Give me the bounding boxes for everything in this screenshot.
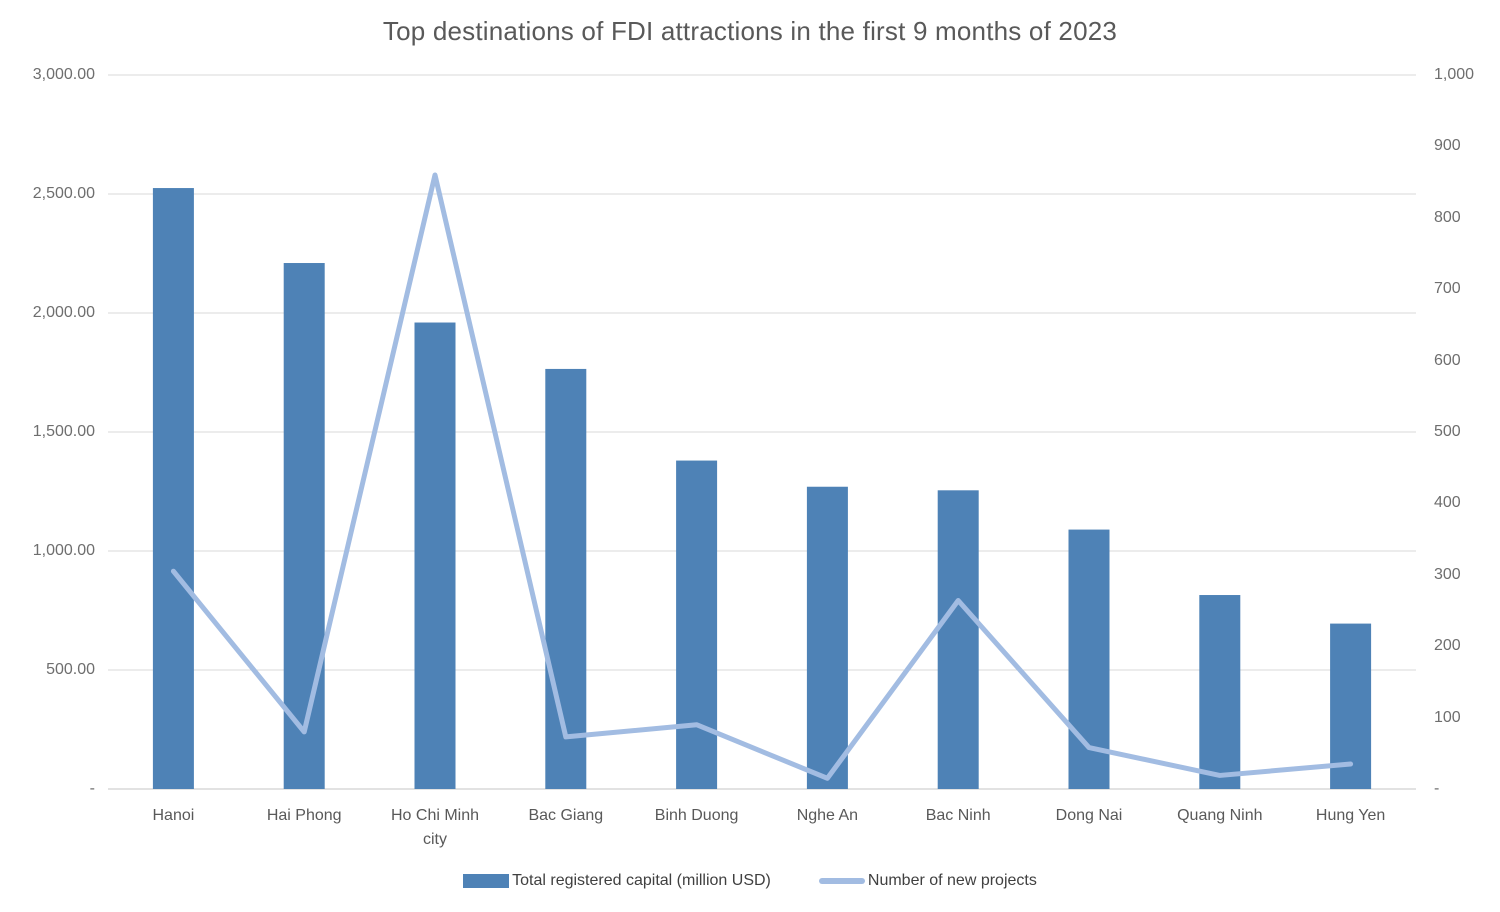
y-right-tick-label: 700 — [1434, 280, 1461, 298]
bar-bac-giang — [545, 368, 587, 789]
bar-series-label: Total registered capital (million USD) — [512, 872, 771, 889]
y-left-tick-label: 2,000.00 — [32, 304, 95, 321]
x-category-label-ho-chi-minh-city: Ho Chi Minh city — [390, 807, 480, 848]
legend: Total registered capital (million USD) N… — [0, 872, 1500, 890]
x-category-label-bac-giang: Bac Giang — [528, 807, 604, 824]
x-category-label-binh-duong: Binh Duong — [654, 807, 739, 824]
y-right-tick-label: 200 — [1434, 637, 1461, 655]
x-category-label-dong-nai: Dong Nai — [1055, 807, 1123, 824]
x-category-label-hung-yen: Hung Yen — [1315, 807, 1386, 824]
line-series-swatch — [818, 878, 865, 884]
bar-nghe-an — [806, 486, 848, 789]
legend-item-projects: Number of new projects — [818, 872, 1037, 890]
y-right-tick-label: 300 — [1434, 565, 1461, 583]
bar-bac-ninh — [937, 490, 979, 789]
y-left-tick-label: 2,500.00 — [32, 185, 95, 202]
bar-hai-phong — [283, 263, 325, 789]
line-series-label: Number of new projects — [867, 872, 1037, 889]
bar-hanoi — [152, 188, 194, 790]
y-right-tick-label: 500 — [1434, 423, 1461, 440]
new-projects-line — [170, 172, 1354, 781]
x-category-label-quang-ninh: Quang Ninh — [1177, 807, 1263, 824]
y-right-tick-label: 900 — [1434, 137, 1461, 155]
y-left-tick-label: 1,000.00 — [32, 542, 95, 559]
y-left-tick-label: 1,500.00 — [32, 423, 95, 440]
y-left-tick-label: - — [89, 780, 95, 797]
y-left-tick-label: 500.00 — [46, 661, 95, 678]
legend-item-capital: Total registered capital (million USD) — [463, 872, 771, 890]
x-category-label-bac-ninh: Bac Ninh — [925, 807, 991, 824]
chart-title: Top destinations of FDI attractions in t… — [382, 16, 1118, 46]
y-right-tick-label: 1,000 — [1434, 66, 1475, 83]
bar-series-swatch — [463, 874, 510, 888]
y-right-tick-label: 400 — [1434, 494, 1461, 512]
bar-ho-chi-minh-city — [414, 322, 456, 789]
x-category-label-hai-phong: Hai Phong — [266, 807, 342, 824]
y-right-tick-label: 800 — [1434, 208, 1461, 226]
bar-quang-ninh — [1199, 595, 1241, 789]
y-right-tick-label: - — [1434, 780, 1440, 797]
x-category-label-nghe-an: Nghe An — [796, 807, 859, 824]
bar-binh-duong — [676, 460, 718, 789]
y-left-tick-label: 3,000.00 — [32, 66, 95, 83]
y-right-tick-label: 600 — [1434, 351, 1461, 369]
x-category-label-hanoi: Hanoi — [152, 807, 195, 824]
bar-hung-yen — [1330, 623, 1372, 789]
y-right-tick-label: 100 — [1434, 708, 1461, 726]
